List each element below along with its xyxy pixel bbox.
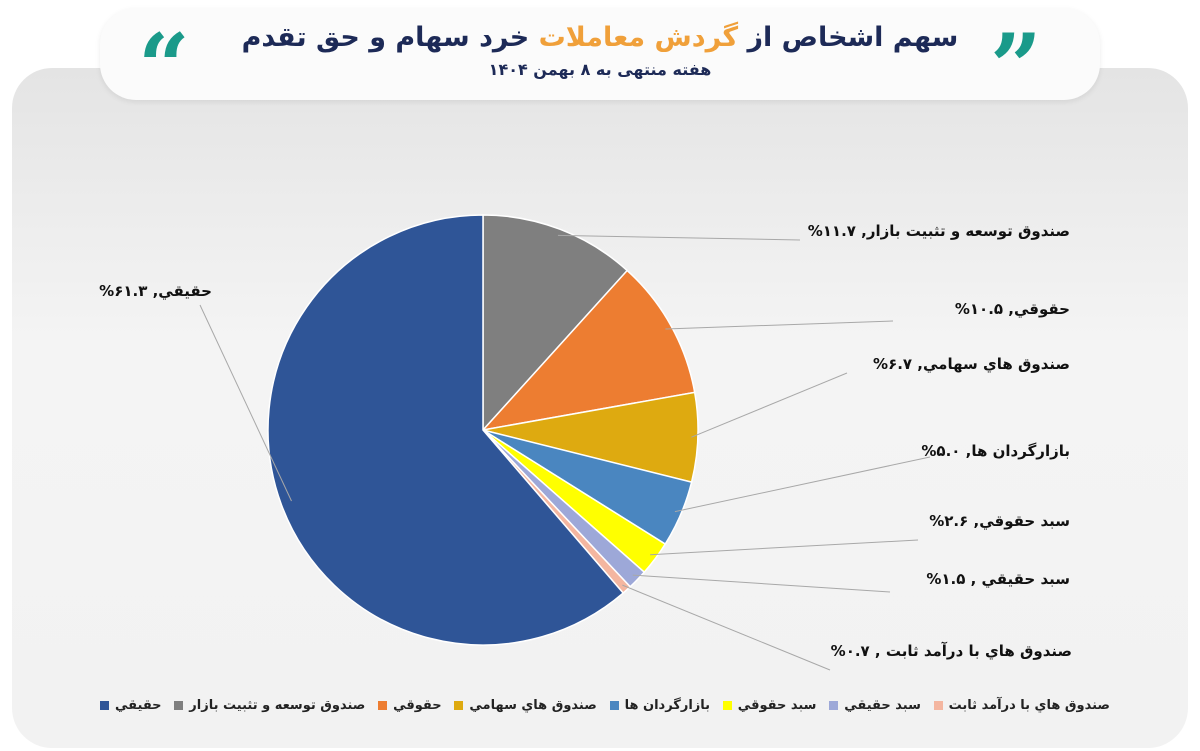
legend-swatch xyxy=(933,701,943,710)
title-bar xyxy=(100,8,1100,100)
data-label: حقوقي, ۱۰.۵% xyxy=(954,300,1070,318)
data-label: بازارگردان ها, ۵.۰% xyxy=(921,442,1070,460)
legend-item: بازارگردان ها xyxy=(609,698,711,713)
legend-label: حقيقي xyxy=(115,698,162,713)
legend-item: سبد حقيقي xyxy=(829,698,921,713)
legend-item: صندوق توسعه و تثبيت بازار xyxy=(174,698,365,713)
legend-swatch xyxy=(454,701,464,710)
legend-swatch xyxy=(174,701,184,710)
title-part1: سهم اشخاص از xyxy=(747,22,959,53)
legend-swatch xyxy=(609,701,619,710)
legend-item: صندوق هاي با درآمد ثابت xyxy=(933,698,1110,713)
quote-close-icon: ” xyxy=(990,14,1042,120)
legend-swatch xyxy=(829,701,839,710)
legend-label: صندوق توسعه و تثبيت بازار xyxy=(189,698,366,713)
leader-line xyxy=(650,539,919,556)
legend-label: سبد حقيقي xyxy=(844,698,921,713)
pie-slice xyxy=(267,214,625,646)
legend-label: بازارگردان ها xyxy=(624,698,711,713)
leader-line xyxy=(199,304,292,502)
legend-label: سبد حقوقي xyxy=(737,698,817,713)
leader-line xyxy=(691,372,848,438)
title-highlight: گردش معاملات xyxy=(538,22,739,53)
legend-item: حقيقي xyxy=(100,698,162,713)
legend-item: سبد حقوقي xyxy=(722,698,817,713)
leader-line xyxy=(674,456,931,513)
chart-subtitle: هفته منتهی به ۸ بهمن ۱۴۰۴ xyxy=(488,60,712,79)
legend-swatch xyxy=(722,701,732,710)
leader-line xyxy=(557,234,801,241)
data-label: سبد حقيقي , ۱.۵% xyxy=(926,570,1070,588)
data-label: حقيقي, ۶۱.۳% xyxy=(99,282,212,300)
data-label: سبد حقوقي, ۲.۶% xyxy=(929,512,1070,530)
title-part2: خرد سهام و حق تقدم xyxy=(241,22,530,53)
legend-item: صندوق هاي سهامي xyxy=(454,698,597,713)
data-label: صندوق توسعه و تثبيت بازار, ۱۱.۷% xyxy=(807,222,1070,240)
legend-label: صندوق هاي سهامي xyxy=(469,698,597,713)
pie-slice xyxy=(482,214,629,432)
legend-label: صندوق هاي با درآمد ثابت xyxy=(948,698,1110,713)
leader-line xyxy=(665,320,894,330)
leader-line xyxy=(622,584,831,671)
legend-item: حقوقي xyxy=(378,698,442,713)
legend: حقيقي صندوق توسعه و تثبيت بازار حقوقي صندوق… xyxy=(100,698,1110,713)
legend-swatch xyxy=(100,701,109,710)
pie-slice xyxy=(480,269,696,432)
data-label: صندوق هاي با درآمد ثابت , ۰.۷% xyxy=(830,642,1072,660)
quote-open-icon: “ xyxy=(138,14,190,120)
data-label: صندوق هاي سهامي, ۶.۷% xyxy=(873,355,1070,373)
legend-label: حقوقي xyxy=(393,698,442,713)
chart-title: سهم اشخاص از گردش معاملات خرد سهام و حق … xyxy=(200,22,1000,53)
legend-swatch xyxy=(378,701,388,710)
leader-line xyxy=(632,574,891,593)
